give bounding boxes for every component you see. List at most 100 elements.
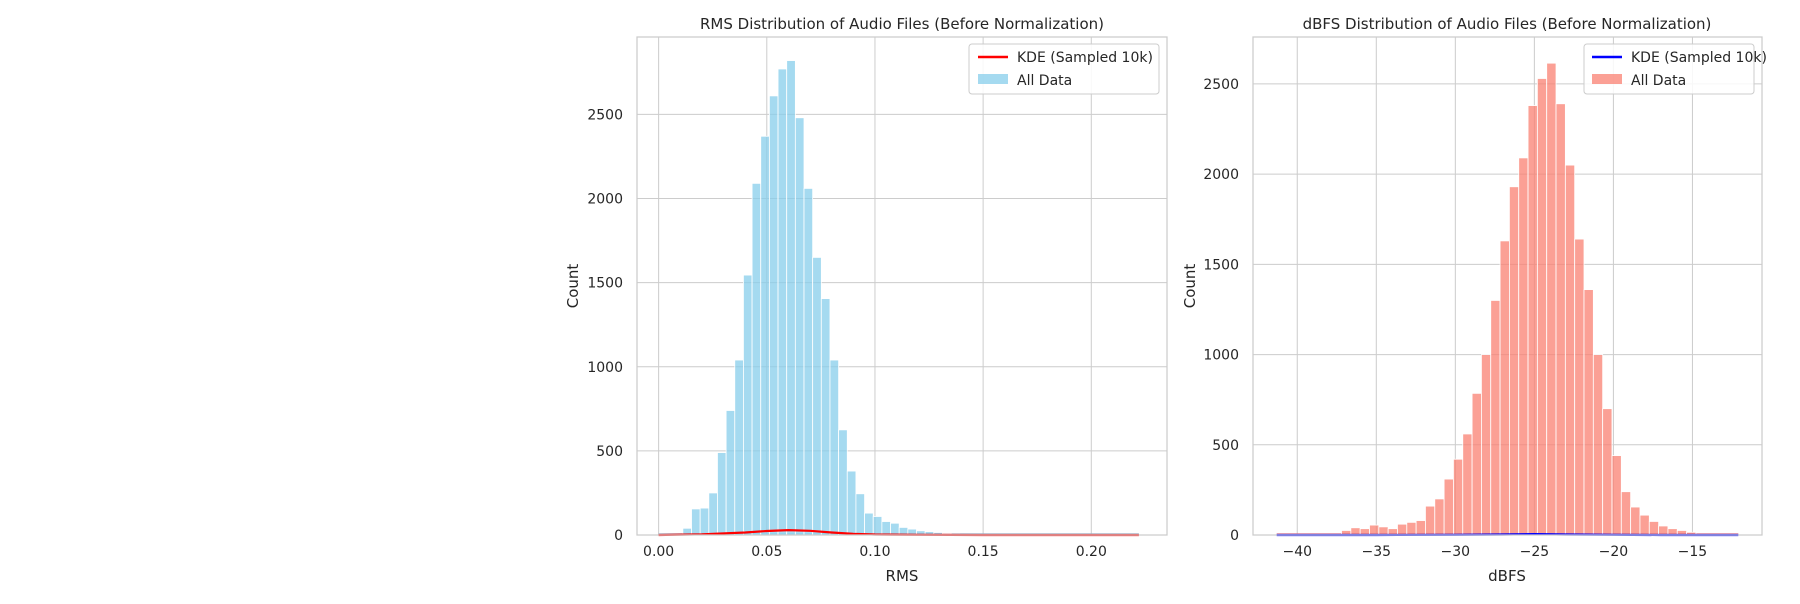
dbfs-legend-kde-label: KDE (Sampled 10k)	[1631, 50, 1767, 66]
dbfs-histogram-bar	[1434, 498, 1445, 536]
dbfs-histogram-bar	[1620, 491, 1632, 536]
rms-histogram-bar	[846, 470, 857, 536]
rms-legend-data-swatch	[978, 74, 1008, 84]
rms-chart-title: RMS Distribution of Audio Files (Before …	[700, 15, 1104, 33]
rms-x-tick-labels: 0.00 0.05 0.10 0.15 0.20	[643, 544, 1107, 560]
rms-histogram-bar	[734, 359, 744, 536]
dbfs-chart-title: dBFS Distribution of Audio Files (Before…	[1303, 15, 1712, 33]
dbfs-histogram-bar	[1425, 505, 1436, 536]
dbfs-y-tick-label: 1500	[1203, 257, 1239, 273]
rms-histogram-bar	[699, 507, 710, 536]
rms-histogram-bar	[743, 274, 753, 536]
dbfs-legend-box	[1583, 43, 1755, 95]
rms-histogram-bar	[760, 135, 770, 536]
rms-histogram-bar	[786, 60, 796, 536]
rms-histogram-bar	[829, 359, 840, 536]
rms-histogram-bar	[872, 516, 883, 536]
rms-plot-frame	[636, 36, 1168, 536]
dbfs-histogram-bar	[1611, 455, 1622, 536]
rms-histogram-bar	[777, 68, 788, 536]
rms-histogram-bar	[820, 298, 831, 536]
rms-legend-kde-label: KDE (Sampled 10k)	[1017, 50, 1153, 66]
rms-histogram-bar	[864, 512, 874, 536]
rms-histogram-bar	[812, 256, 822, 536]
rms-histogram-bar	[803, 188, 814, 536]
rms-x-tick-label: 0.05	[751, 544, 782, 560]
dbfs-histogram-bar	[1481, 354, 1492, 536]
dbfs-histogram-bar	[1574, 238, 1585, 536]
rms-histogram-bar	[751, 182, 762, 536]
rms-x-tick-label: 0.00	[643, 544, 674, 560]
rms-histogram-bar	[768, 95, 779, 536]
rms-legend: KDE (Sampled 10k) All Data	[968, 43, 1160, 95]
dbfs-histogram-bar	[1648, 521, 1660, 536]
rms-histogram-panel: 0.00 0.05 0.10 0.15 0.20 0 500 1000 1500 2000 250…	[564, 15, 1168, 585]
dbfs-histogram-bar	[1630, 506, 1641, 536]
rms-histogram-bar	[708, 492, 718, 536]
dbfs-histogram-bar	[1490, 300, 1501, 536]
rms-histogram-bar	[838, 429, 848, 536]
rms-y-tick-label: 2000	[587, 192, 623, 208]
rms-legend-box	[968, 43, 1160, 95]
dbfs-y-tick-labels: 0 500 1000 1500 2000 2500	[1203, 77, 1239, 544]
rms-x-axis-label: RMS	[886, 567, 919, 585]
dbfs-legend: KDE (Sampled 10k) All Data	[1583, 43, 1767, 95]
dbfs-plot-frame	[1252, 36, 1763, 536]
dbfs-histogram-bar	[1602, 408, 1613, 536]
dbfs-x-tick-label: −15	[1678, 544, 1708, 560]
dbfs-histogram-bar	[1453, 458, 1464, 536]
dbfs-x-axis-label: dBFS	[1488, 567, 1526, 585]
dbfs-histogram-bar	[1518, 157, 1529, 536]
rms-histogram-bar	[725, 410, 736, 536]
dbfs-histogram-bar	[1406, 521, 1417, 536]
rms-histogram-bar	[717, 452, 727, 536]
dbfs-histogram-bar	[1378, 526, 1389, 536]
dbfs-legend-data-swatch	[1592, 74, 1622, 84]
dbfs-x-tick-label: −40	[1282, 544, 1312, 560]
dbfs-histogram-bar	[1658, 525, 1669, 536]
rms-y-tick-label: 0	[614, 528, 623, 544]
dbfs-histogram-bar	[1369, 524, 1380, 536]
rms-histogram-bar	[855, 493, 865, 536]
dbfs-y-tick-label: 1000	[1203, 348, 1239, 364]
dbfs-y-tick-label: 500	[1212, 438, 1239, 454]
dbfs-y-tick-label: 0	[1230, 528, 1239, 544]
dbfs-histogram-bar	[1536, 78, 1548, 536]
dbfs-x-tick-label: −35	[1362, 544, 1392, 560]
dbfs-histogram-bar	[1397, 523, 1408, 536]
dbfs-histogram-bar	[1415, 520, 1426, 536]
dbfs-histogram-bar	[1499, 240, 1510, 536]
dbfs-histogram-bar	[1583, 289, 1594, 536]
dbfs-y-tick-label: 2000	[1203, 167, 1239, 183]
rms-x-tick-label: 0.20	[1076, 544, 1107, 560]
dbfs-histogram-bar	[1555, 103, 1566, 536]
dbfs-y-tick-label: 2500	[1203, 77, 1239, 93]
rms-histogram-bar	[794, 117, 805, 536]
rms-histogram-bar	[691, 508, 701, 536]
rms-legend-data-label: All Data	[1017, 73, 1072, 89]
rms-y-tick-label: 1500	[587, 276, 623, 292]
dbfs-x-tick-labels: −40 −35 −30 −25 −20 −15	[1282, 544, 1707, 560]
dbfs-histogram-bar	[1546, 62, 1557, 536]
dbfs-histogram-bar	[1471, 392, 1482, 536]
rms-x-tick-label: 0.10	[859, 544, 890, 560]
dbfs-histogram-bar	[1508, 186, 1520, 536]
dbfs-histogram-bar	[1639, 514, 1650, 536]
rms-y-axis-label: Count	[564, 264, 582, 309]
rms-histogram-bar	[881, 521, 891, 536]
dbfs-histogram-bar	[1462, 433, 1473, 536]
rms-y-tick-label: 500	[596, 444, 623, 460]
dbfs-legend-data-label: All Data	[1631, 73, 1686, 89]
dbfs-x-tick-label: −30	[1441, 544, 1471, 560]
dbfs-x-tick-label: −20	[1599, 544, 1629, 560]
rms-histogram-bar	[890, 522, 900, 536]
rms-y-tick-label: 2500	[587, 107, 623, 123]
rms-plot-area	[637, 37, 1167, 535]
rms-x-tick-label: 0.15	[968, 544, 999, 560]
rms-y-tick-label: 1000	[587, 360, 623, 376]
dbfs-histogram-bar	[1443, 478, 1454, 536]
dbfs-histogram-bar	[1564, 164, 1576, 536]
dbfs-histogram-bar	[1592, 354, 1604, 536]
dbfs-y-axis-label: Count	[1181, 264, 1199, 309]
